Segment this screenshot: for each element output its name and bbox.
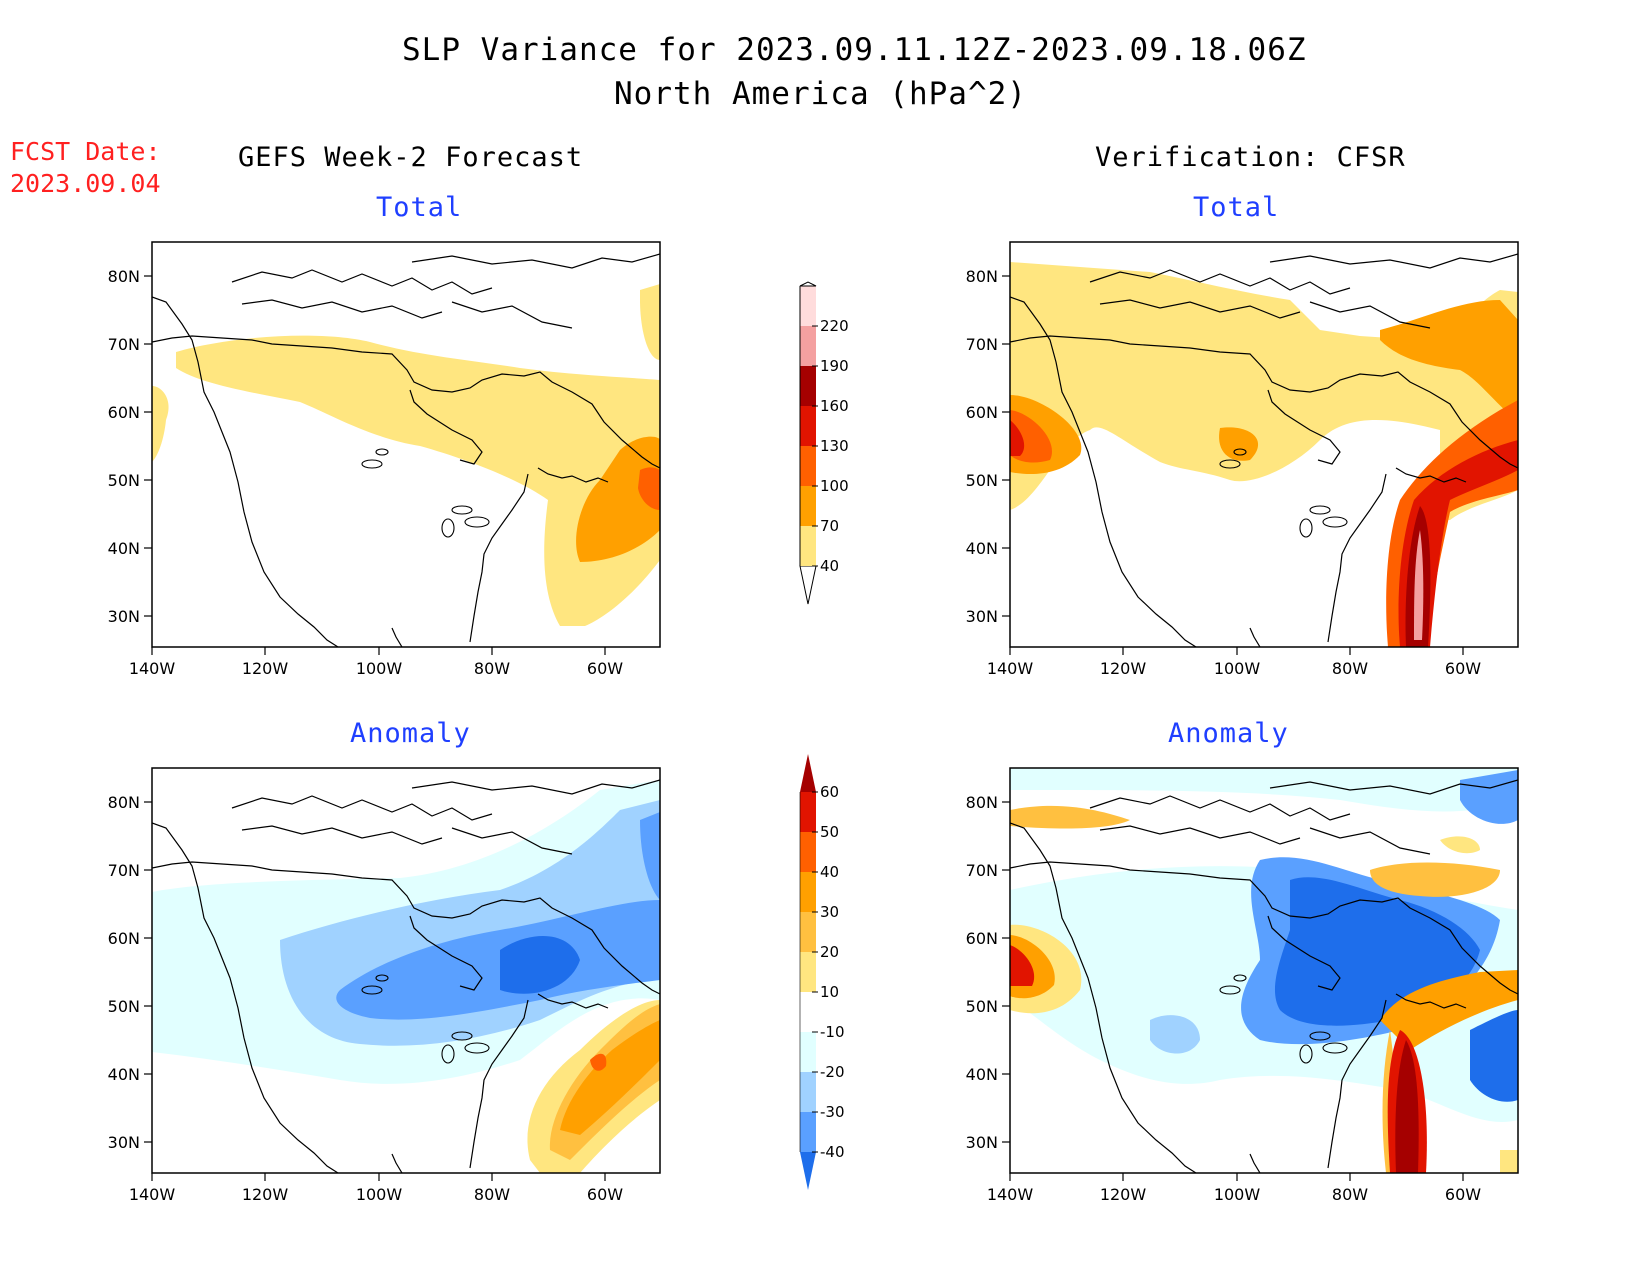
lat-label: 80N — [108, 267, 140, 286]
lat-label: 30N — [108, 1133, 140, 1152]
lat-label: 80N — [966, 267, 998, 286]
lon-label: 140W — [129, 1185, 176, 1204]
colorbar-anomaly-label: 40 — [820, 863, 839, 881]
colorbar-total-low-arrow — [799, 565, 817, 605]
lat-label: 40N — [108, 1065, 140, 1084]
lat-label: 40N — [108, 539, 140, 558]
colorbar-anomaly-bin — [800, 1072, 816, 1112]
lon-label: 120W — [242, 659, 289, 678]
figure-title: SLP Variance for 2023.09.11.12Z-2023.09.… — [402, 32, 1307, 68]
lon-label: 60W — [1445, 1185, 1481, 1204]
map-panel-forecast-anomaly — [151, 767, 661, 1174]
colorbar-anomaly-bin — [800, 872, 816, 912]
lat-label: 80N — [966, 793, 998, 812]
lon-label: 140W — [129, 659, 176, 678]
colorbar-total-bin — [800, 286, 816, 326]
colorbar-anomaly-label: 50 — [820, 823, 839, 841]
colorbar-total-label: 70 — [820, 517, 839, 535]
colorbar-anomaly-label: 60 — [820, 783, 839, 801]
lon-label: 80W — [1332, 659, 1368, 678]
colorbar-anomaly-bin — [800, 952, 816, 992]
colorbar-anomaly: 60 50 40 30 20 10 -10 -20 -30 -40 — [799, 754, 845, 1190]
lat-label: 30N — [966, 1133, 998, 1152]
colorbar-anomaly-high-arrow — [800, 754, 816, 792]
lon-label: 140W — [987, 659, 1034, 678]
map-panel-forecast-total — [151, 241, 661, 648]
lat-label: 40N — [966, 1065, 998, 1084]
lon-label: 80W — [474, 659, 510, 678]
lat-label: 50N — [108, 997, 140, 1016]
colorbar-total-bin — [800, 406, 816, 446]
left-column-title: GEFS Week-2 Forecast — [238, 142, 584, 173]
right-column-title: Verification: CFSR — [1095, 142, 1406, 173]
colorbar-anomaly-label: 20 — [820, 943, 839, 961]
colorbar-total-bin — [800, 486, 816, 526]
colorbar-anomaly-bin — [800, 912, 816, 952]
lon-label: 120W — [1100, 659, 1147, 678]
lon-label: 60W — [587, 1185, 623, 1204]
colorbar-total-high-arrow — [799, 281, 817, 287]
lat-label: 70N — [108, 861, 140, 880]
colorbar-anomaly-bin — [800, 792, 816, 832]
lon-label: 80W — [1332, 1185, 1368, 1204]
fcst-date-label: FCST Date: — [10, 137, 161, 166]
lat-label: 60N — [966, 403, 998, 422]
map-panel-verification-anomaly — [1009, 767, 1519, 1174]
lon-label: 120W — [1100, 1185, 1147, 1204]
colorbar-anomaly-label: -20 — [820, 1063, 845, 1081]
lat-label: 60N — [966, 929, 998, 948]
colorbar-anomaly-label: -10 — [820, 1023, 845, 1041]
lat-label: 50N — [108, 471, 140, 490]
lon-label: 60W — [587, 659, 623, 678]
lon-label: 120W — [242, 1185, 289, 1204]
colorbar-total-bin — [800, 526, 816, 566]
panel-title-bottom-right: Anomaly — [1168, 718, 1289, 749]
lat-label: 30N — [108, 607, 140, 626]
lon-label: 80W — [474, 1185, 510, 1204]
panel-title-top-left: Total — [376, 192, 463, 223]
colorbar-anomaly-label: -30 — [820, 1103, 845, 1121]
colorbar-anomaly-bin — [800, 1032, 816, 1072]
lat-label: 80N — [108, 793, 140, 812]
lat-label: 70N — [966, 335, 998, 354]
lat-label: 70N — [966, 861, 998, 880]
map-panel-verification-total — [1009, 241, 1519, 648]
lat-label: 40N — [966, 539, 998, 558]
lon-label: 100W — [1214, 659, 1261, 678]
colorbar-anomaly-bin — [800, 992, 816, 1032]
colorbar-total-label: 160 — [820, 397, 849, 415]
lat-label: 30N — [966, 607, 998, 626]
colorbar-anomaly-label: 30 — [820, 903, 839, 921]
lat-label: 60N — [108, 929, 140, 948]
lat-label: 70N — [108, 335, 140, 354]
lon-label: 140W — [987, 1185, 1034, 1204]
colorbar-total-label: 130 — [820, 437, 849, 455]
colorbar-anomaly-bin — [800, 1112, 816, 1152]
colorbar-total-label: 220 — [820, 317, 849, 335]
colorbar-total: 40 70 100 130 160 190 220 — [799, 281, 849, 605]
panel-title-bottom-left: Anomaly — [350, 718, 471, 749]
colorbar-total-bin — [800, 366, 816, 406]
lat-label: 50N — [966, 471, 998, 490]
colorbar-total-label: 100 — [820, 477, 849, 495]
lat-label: 60N — [108, 403, 140, 422]
colorbar-anomaly-label: 10 — [820, 983, 839, 1001]
colorbar-anomaly-label: -40 — [820, 1143, 845, 1161]
lon-label: 100W — [1214, 1185, 1261, 1204]
fcst-date-value: 2023.09.04 — [10, 169, 161, 198]
colorbar-anomaly-low-arrow — [800, 1152, 816, 1190]
colorbar-anomaly-bin — [800, 832, 816, 872]
panel-title-top-right: Total — [1193, 192, 1280, 223]
colorbar-total-bin — [800, 326, 816, 366]
colorbar-total-bin — [800, 446, 816, 486]
colorbar-total-label: 40 — [820, 557, 839, 575]
lon-label: 60W — [1445, 659, 1481, 678]
colorbar-total-label: 190 — [820, 357, 849, 375]
axes-layer: 80N 70N 60N 50N 40N 30N 140W 120W 100W 80W 60W 80N 7… — [108, 267, 1482, 1204]
lon-label: 100W — [356, 1185, 403, 1204]
lat-label: 50N — [966, 997, 998, 1016]
lon-label: 100W — [356, 659, 403, 678]
figure-subtitle: North America (hPa^2) — [614, 76, 1027, 112]
